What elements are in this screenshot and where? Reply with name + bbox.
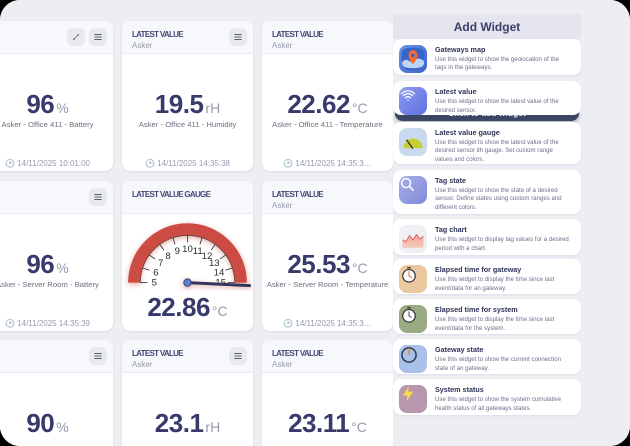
svg-text:8: 8 [165,251,170,262]
svg-text:7: 7 [158,258,163,269]
svg-text:9: 9 [175,246,180,257]
svg-text:5: 5 [152,278,157,289]
svg-text:10: 10 [182,244,193,255]
